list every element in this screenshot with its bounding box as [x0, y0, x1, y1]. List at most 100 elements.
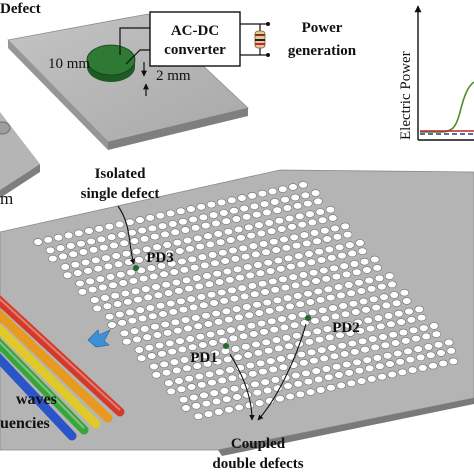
lattice-hole	[353, 318, 363, 327]
lattice-hole	[209, 299, 219, 307]
lattice-hole	[320, 227, 330, 235]
lattice-hole	[345, 241, 355, 249]
lattice-hole	[419, 324, 429, 332]
lattice-hole	[178, 218, 188, 226]
lattice-hole	[327, 344, 337, 352]
lattice-hole	[446, 347, 456, 355]
lattice-hole	[236, 324, 246, 332]
lattice-hole	[414, 305, 424, 313]
lattice-hole	[207, 378, 217, 387]
lattice-hole	[222, 395, 232, 403]
lattice-hole	[186, 205, 196, 213]
lattice-hole	[309, 229, 320, 237]
lattice-hole	[149, 272, 159, 281]
lattice-hole	[429, 322, 439, 330]
lattice-hole	[283, 382, 293, 390]
lattice-hole	[357, 247, 368, 255]
lattice-hole	[197, 253, 208, 261]
lattice-hole	[309, 356, 319, 365]
lattice-hole	[372, 264, 382, 272]
lattice-hole	[215, 238, 226, 246]
lattice-hole	[186, 383, 197, 391]
lattice-hole	[196, 203, 206, 211]
lattice-hole	[167, 260, 177, 268]
lattice-hole	[259, 200, 270, 208]
lattice-hole	[235, 273, 245, 282]
lattice-hole	[174, 377, 184, 385]
lattice-hole	[73, 269, 83, 277]
lattice-hole	[254, 309, 265, 317]
lattice-hole	[249, 330, 259, 338]
lattice-hole	[236, 234, 246, 242]
lattice-hole	[241, 213, 252, 221]
lattice-hole	[438, 359, 448, 368]
lattice-hole	[245, 361, 256, 370]
lattice-hole	[413, 345, 423, 353]
lattice-hole	[48, 254, 58, 263]
lattice-hole	[201, 399, 212, 408]
converter-box: AC-DC converter	[149, 11, 241, 67]
lattice-hole	[250, 290, 260, 298]
lattice-hole	[313, 197, 323, 206]
lattice-hole	[129, 327, 140, 335]
lattice-hole	[226, 236, 236, 244]
lattice-hole	[237, 194, 247, 202]
lattice-hole	[251, 340, 261, 349]
lattice-hole	[221, 217, 231, 225]
lattice-hole	[289, 321, 300, 329]
lattice-hole	[164, 249, 175, 257]
pd1-defect	[223, 343, 229, 349]
lattice-hole	[262, 386, 273, 395]
lattice-hole	[159, 270, 169, 278]
lattice-hole	[378, 333, 388, 341]
lattice-hole	[117, 231, 127, 239]
lattice-hole	[252, 210, 262, 219]
lattice-hole	[153, 291, 164, 299]
lattice-hole	[307, 308, 318, 317]
lattice-hole	[274, 217, 285, 225]
lattice-hole	[229, 294, 240, 303]
lattice-hole	[329, 352, 340, 360]
lattice-hole	[60, 263, 70, 271]
lattice-hole	[305, 388, 316, 396]
lattice-hole	[262, 298, 272, 307]
lattice-hole	[324, 245, 335, 254]
lattice-hole	[58, 252, 68, 261]
lattice-hole	[406, 316, 417, 324]
lattice-hole	[208, 211, 219, 219]
lattice-hole	[383, 312, 394, 320]
lattice-hole	[224, 315, 234, 324]
lattice-hole	[275, 304, 285, 313]
lattice-hole	[347, 249, 357, 258]
lattice-hole	[336, 381, 346, 390]
lattice-hole	[377, 373, 387, 381]
lattice-hole	[193, 322, 203, 330]
lattice-hole	[219, 387, 230, 395]
lattice-hole	[274, 344, 284, 353]
lattice-hole	[188, 303, 199, 312]
lattice-hole	[196, 293, 207, 301]
lattice-hole	[239, 204, 249, 213]
lattice-hole	[214, 278, 225, 286]
resistor-icon	[240, 22, 270, 57]
lattice-hole	[164, 379, 174, 387]
lattice-hole	[202, 360, 213, 368]
lattice-hole	[206, 200, 217, 209]
lattice-hole	[157, 350, 167, 358]
lattice-hole	[426, 351, 436, 359]
lattice-hole	[276, 355, 286, 363]
lattice-hole	[231, 215, 242, 223]
coupled-label-1: Coupled	[231, 436, 286, 452]
lattice-hole	[203, 232, 213, 240]
lattice-hole	[321, 275, 331, 283]
lattice-hole	[76, 240, 86, 248]
lattice-hole	[257, 189, 268, 198]
lattice-hole	[139, 235, 150, 243]
lattice-hole	[401, 337, 411, 345]
lattice-hole	[320, 314, 330, 323]
lattice-hole	[112, 300, 123, 308]
lattice-hole	[360, 345, 370, 354]
lattice-hole	[405, 355, 416, 364]
lattice-hole	[398, 328, 409, 337]
isolated-label-1: Isolated	[95, 166, 146, 182]
